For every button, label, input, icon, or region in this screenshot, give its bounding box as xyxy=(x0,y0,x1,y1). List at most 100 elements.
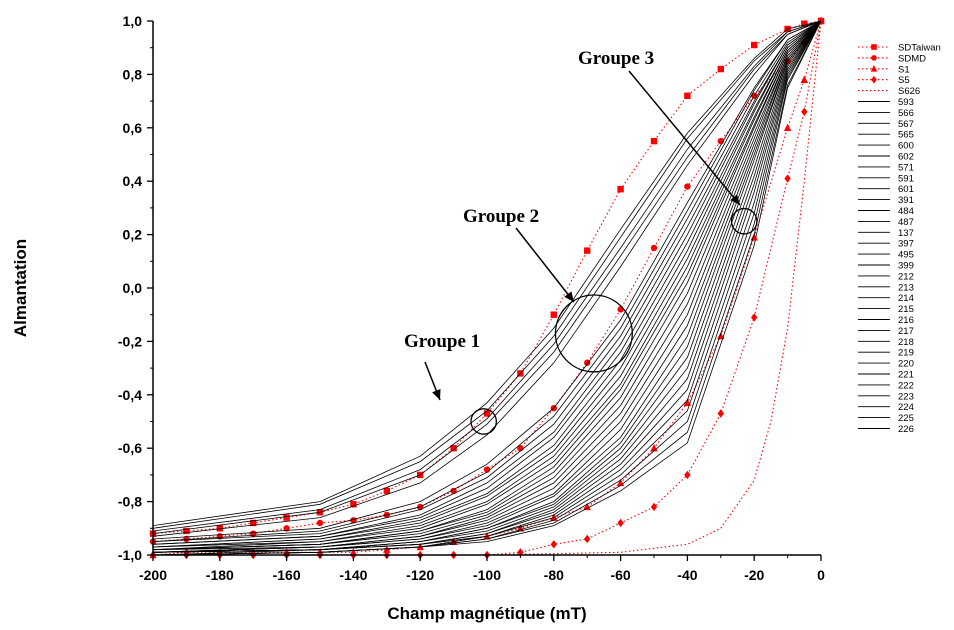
series-line-566 xyxy=(152,20,822,529)
x-tick-label: -60 xyxy=(610,567,630,583)
legend-label-487: 487 xyxy=(898,217,914,228)
y-tick-label: 0,4 xyxy=(123,173,143,189)
point-sdtaiwan-3 xyxy=(250,519,257,527)
series-line-591 xyxy=(152,20,822,542)
point-sdtaiwan-12 xyxy=(550,311,557,318)
legend-item-566: 566 xyxy=(858,108,914,119)
series-602 xyxy=(152,20,822,540)
point-sdmd-4 xyxy=(283,525,290,532)
legend-label-sdmd: SDMD xyxy=(898,53,926,64)
x-tick-label: -20 xyxy=(744,567,764,583)
legend: SDTaiwanSDMDS1S5S62659356656756560060257… xyxy=(858,43,941,435)
annotation-label-3: Groupe 3 xyxy=(578,48,654,69)
legend-item-216: 216 xyxy=(858,315,914,326)
legend-label-213: 213 xyxy=(898,282,914,293)
legend-label-216: 216 xyxy=(898,315,914,326)
legend-label-217: 217 xyxy=(898,326,914,337)
series-line-214 xyxy=(152,20,822,553)
point-sdtaiwan-14 xyxy=(617,186,624,193)
series-226 xyxy=(152,20,822,556)
legend-label-224: 224 xyxy=(898,402,914,413)
series-223 xyxy=(152,20,822,556)
series-line-sdmd xyxy=(152,20,822,543)
series-601 xyxy=(152,20,822,545)
legend-label-s1: S1 xyxy=(898,64,910,75)
legend-item-593: 593 xyxy=(858,97,914,108)
legend-label-591: 591 xyxy=(898,173,914,184)
legend-label-219: 219 xyxy=(898,348,914,359)
x-tick-label: 0 xyxy=(817,567,825,583)
point-s5-16 xyxy=(684,470,691,480)
legend-item-212: 212 xyxy=(858,271,914,282)
series-219 xyxy=(152,20,822,553)
point-s1-10 xyxy=(483,532,491,540)
series-571 xyxy=(152,20,822,542)
y-tick-label: 1,0 xyxy=(123,13,143,29)
series-225 xyxy=(152,20,822,556)
annotation-groupe-1: Groupe 1 xyxy=(404,331,498,435)
legend-label-218: 218 xyxy=(898,337,914,348)
legend-item-s626: S626 xyxy=(858,86,920,97)
x-tick-label: -120 xyxy=(406,567,434,583)
annotation-circle-1 xyxy=(470,408,498,435)
y-tick-label: -0,2 xyxy=(118,333,142,349)
legend-item-224: 224 xyxy=(858,402,914,413)
legend-item-s1: S1 xyxy=(858,64,910,75)
legend-item-sdtaiwan: SDTaiwan xyxy=(858,43,941,54)
annotation-layer: Groupe 1 Groupe 2 Groupe 3 xyxy=(404,48,758,435)
legend-label-220: 220 xyxy=(898,359,914,370)
legend-item-484: 484 xyxy=(858,206,914,217)
legend-item-217: 217 xyxy=(858,326,914,337)
legend-item-213: 213 xyxy=(858,282,914,293)
point-s5-18 xyxy=(751,313,758,322)
annotation-arrow-line-2 xyxy=(515,227,575,303)
point-s5-19 xyxy=(784,174,791,183)
annotation-groupe-3: Groupe 3 xyxy=(578,48,758,235)
legend-item-567: 567 xyxy=(858,119,914,130)
series-567 xyxy=(152,20,822,532)
legend-item-215: 215 xyxy=(858,304,914,315)
x-tick-label: -100 xyxy=(473,567,501,583)
legend-item-602: 602 xyxy=(858,152,914,163)
legend-label-214: 214 xyxy=(898,293,914,304)
x-tick-label: -200 xyxy=(139,567,167,583)
y-tick-label: 0,0 xyxy=(123,280,143,296)
axes-layer: -200 -180 -160 -140 -120 -100 -80 -60 -40 -20 0-1,… xyxy=(118,13,825,583)
legend-item-399: 399 xyxy=(858,261,914,272)
series-224 xyxy=(152,20,822,556)
series-216 xyxy=(152,20,822,553)
y-axis-title: Almantation xyxy=(11,239,30,337)
point-s1-20 xyxy=(800,75,808,83)
legend-item-214: 214 xyxy=(858,293,914,304)
x-tick-label: -80 xyxy=(544,567,564,583)
point-s5-14 xyxy=(617,518,624,528)
series-line-593 xyxy=(152,20,822,526)
legend-item-591: 591 xyxy=(858,173,914,184)
point-s5-11 xyxy=(517,548,524,557)
y-tick-label: 0,2 xyxy=(123,227,143,243)
legend-item-137: 137 xyxy=(858,228,914,239)
series-484 xyxy=(152,20,822,548)
series-line-s5 xyxy=(153,20,822,556)
annotation-arrowhead-2 xyxy=(564,291,574,302)
point-sdtaiwan-6 xyxy=(350,501,357,508)
annotation-circle-3 xyxy=(730,207,758,235)
legend-item-397: 397 xyxy=(858,239,914,250)
series-591 xyxy=(152,20,822,542)
point-sdtaiwan-13 xyxy=(584,247,591,254)
point-sdmd-16 xyxy=(684,183,691,190)
series-line-602 xyxy=(152,20,822,540)
series-line-600 xyxy=(152,20,822,537)
series-566 xyxy=(152,20,822,529)
legend-marker-s5 xyxy=(871,75,877,84)
legend-item-225: 225 xyxy=(858,413,914,424)
point-sdtaiwan-4 xyxy=(283,514,290,521)
point-s1-18 xyxy=(750,233,758,241)
series-line-391 xyxy=(152,20,822,545)
point-s5-15 xyxy=(650,502,658,512)
legend-item-218: 218 xyxy=(858,337,914,348)
point-sdtaiwan-7 xyxy=(383,487,390,495)
series-line-sdtaiwan xyxy=(152,20,822,535)
series-line-399 xyxy=(152,20,822,551)
